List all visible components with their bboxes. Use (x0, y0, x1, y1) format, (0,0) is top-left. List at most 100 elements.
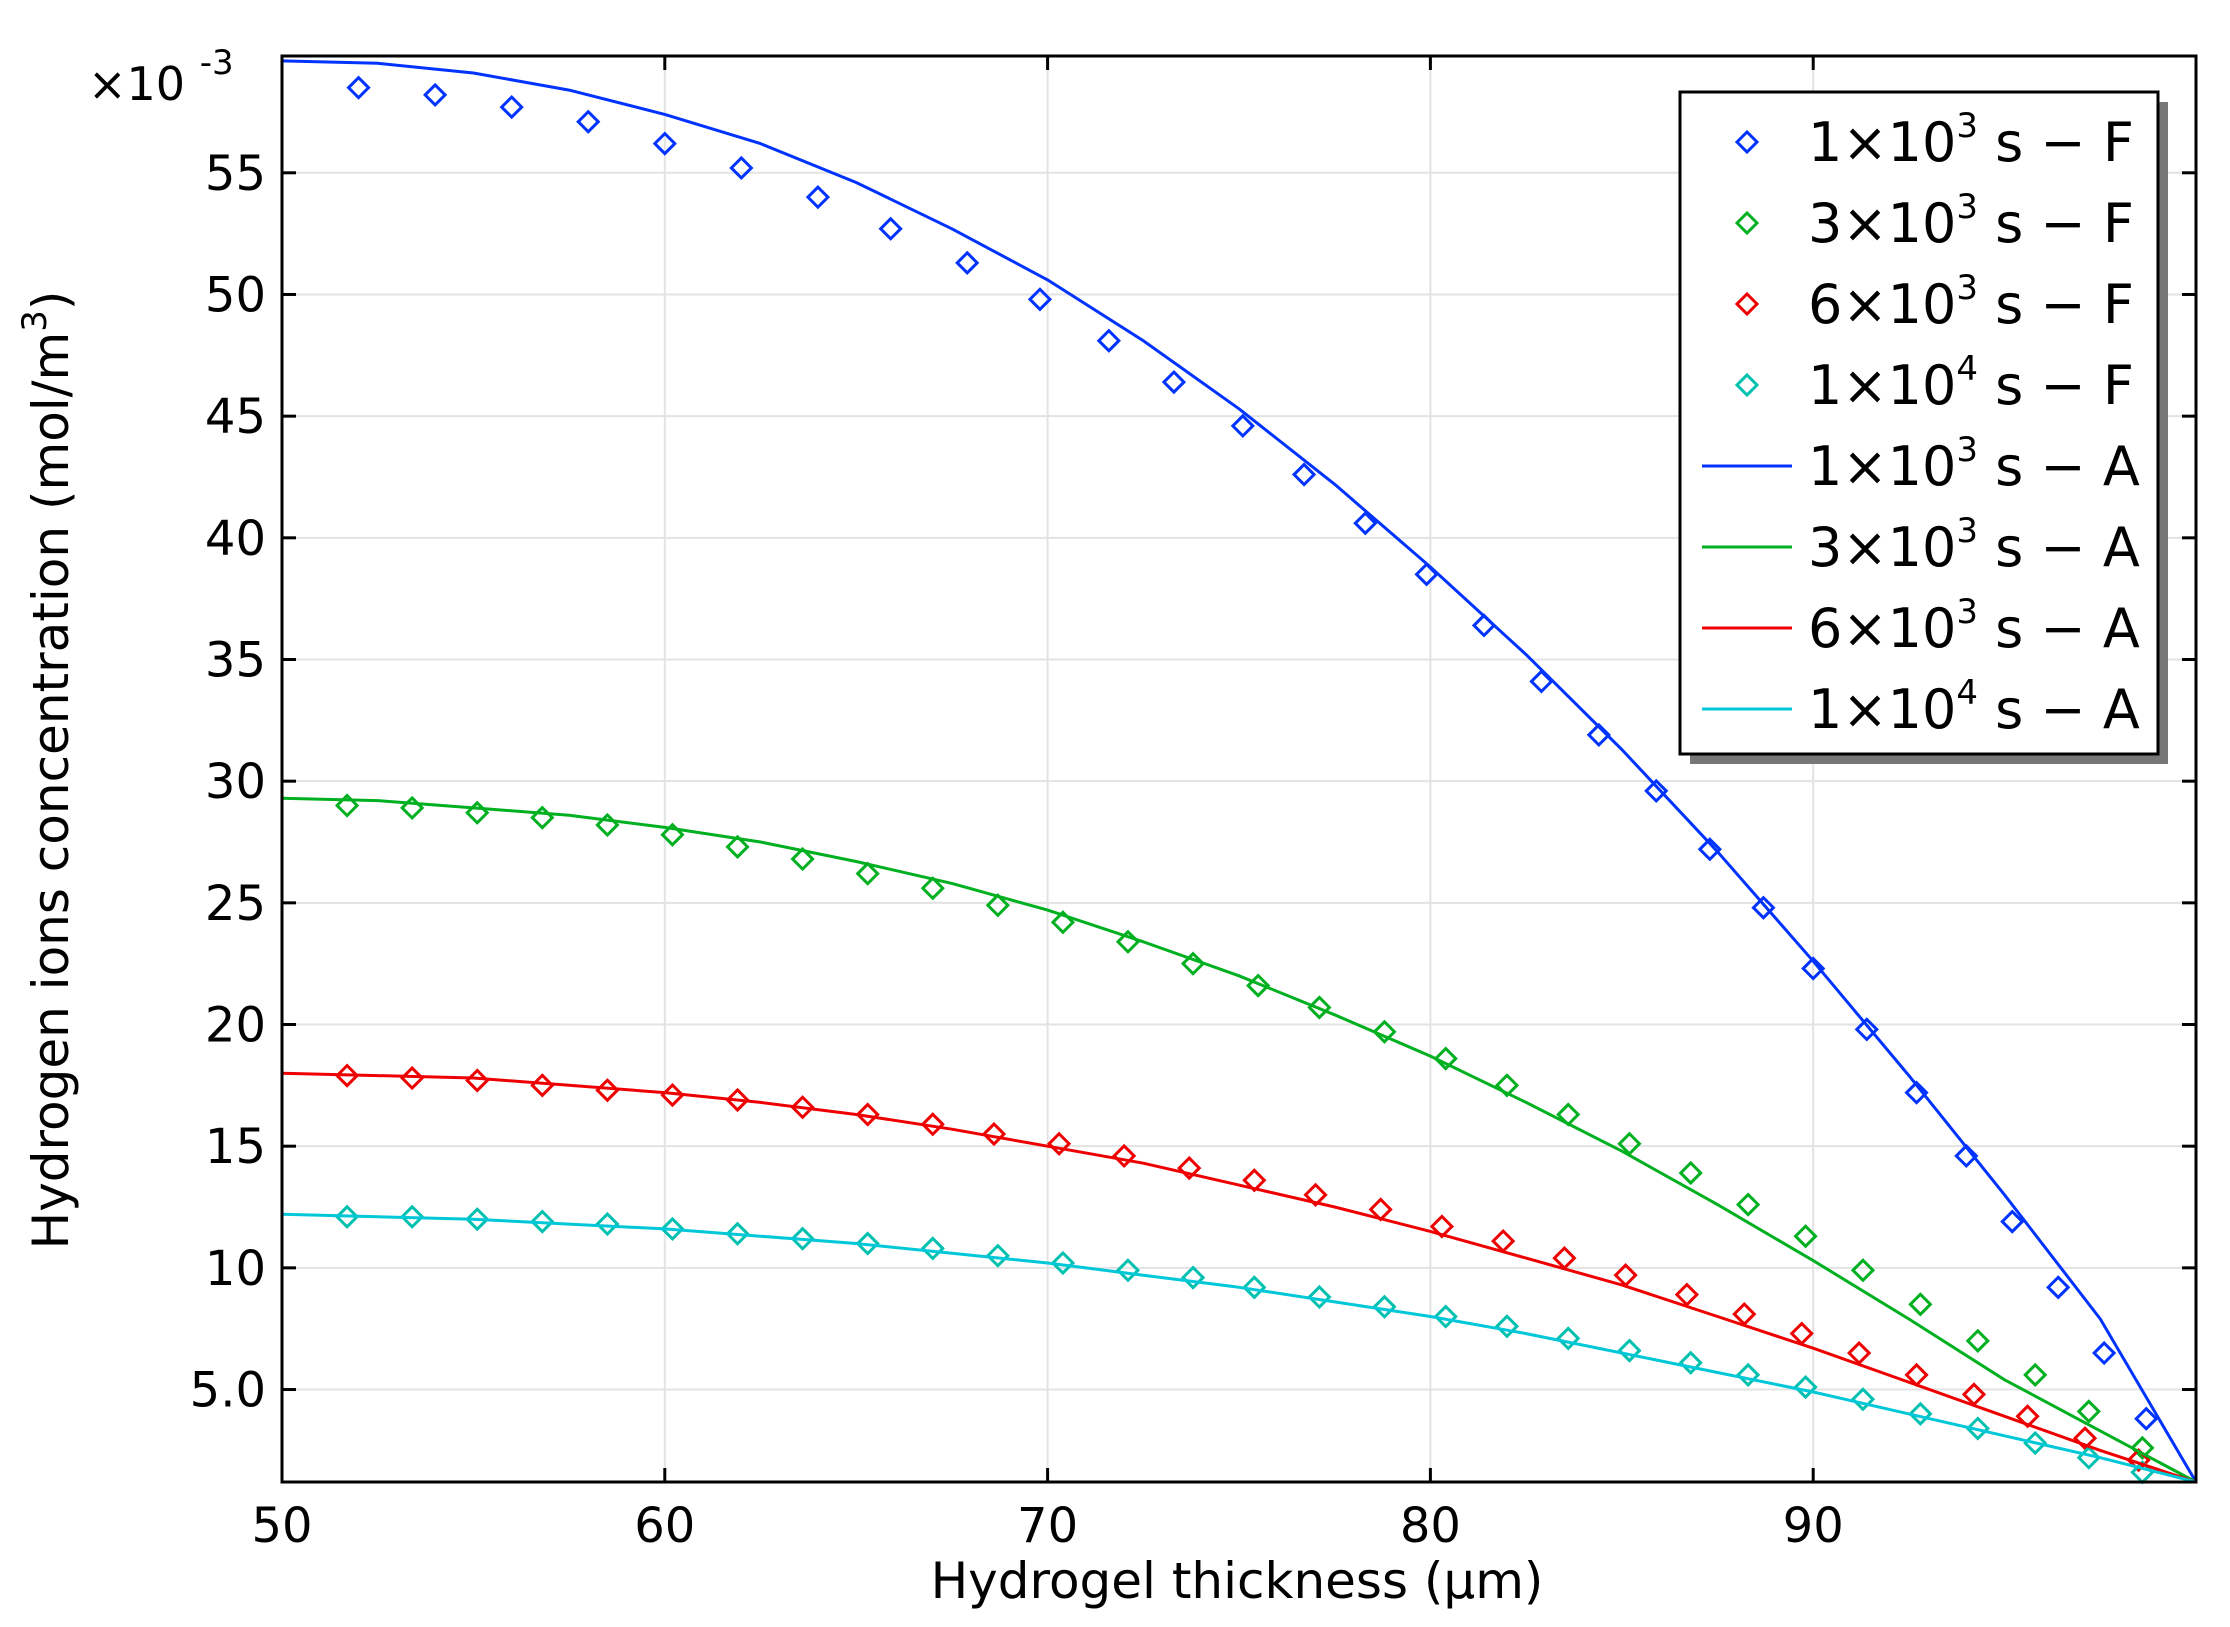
data-point-marker (1529, 669, 1554, 694)
data-point-marker (400, 1204, 425, 1229)
y-tick-label: 45 (205, 389, 266, 445)
tick-layer: 50 60 70 80 90 5.0 10 15 20 25 30 35 40 45 50 55 (190, 56, 2196, 1554)
legend-marker-swatch (1734, 129, 1760, 155)
y-tick-label: 40 (205, 511, 266, 567)
data-point-marker (985, 893, 1010, 918)
legend-label: 3×103 s − F (1808, 187, 2134, 255)
legend-entry: 3×103 s − F (1734, 187, 2134, 255)
data-point-marker (725, 1221, 750, 1246)
series-2 (334, 1063, 2151, 1473)
legend-entry: 6×103 s − A (1702, 592, 2140, 660)
data-point-marker (855, 1231, 880, 1256)
series-1 (334, 793, 2155, 1461)
legend-entry: 1×103 s − A (1702, 430, 2140, 498)
data-point-marker (790, 1095, 815, 1120)
x-tick-label: 80 (1400, 1498, 1461, 1554)
y-tick-label: 50 (205, 267, 266, 323)
x-tick-label: 50 (251, 1498, 312, 1554)
data-point-marker (1046, 1131, 1072, 1156)
data-point-marker (725, 834, 750, 859)
data-point-marker (985, 1243, 1010, 1268)
data-point-marker (855, 861, 880, 886)
data-point-marker (1096, 328, 1121, 353)
series-5 (281, 796, 2197, 1484)
data-point-marker (1678, 1350, 1703, 1375)
legend: 1×103 s − F 3×103 s − F 6×103 s − F 1×104 s… (1678, 90, 2168, 764)
data-point-marker (2046, 1275, 2071, 1300)
data-point-marker (499, 94, 524, 120)
series-6 (281, 1071, 2197, 1484)
data-point-marker (1291, 462, 1317, 487)
legend-marker-swatch (1734, 210, 1760, 236)
y-tick-label: 10 (205, 1241, 266, 1297)
plot-frame (280, 54, 2198, 1484)
data-point-marker (1793, 1374, 1818, 1400)
data-point-marker (1307, 995, 1332, 1020)
data-point-marker (1471, 613, 1497, 638)
y-axis-label: Hydrogen ions concentration (mol/m3) (15, 291, 80, 1250)
legend-label: 1×104 s − F (1808, 349, 2134, 417)
data-point-marker (334, 1063, 360, 1088)
data-point-marker (1954, 1143, 1979, 1169)
data-point-marker (1307, 1284, 1332, 1310)
data-point-marker (1850, 1387, 1876, 1412)
data-point-marker (1850, 1258, 1876, 1283)
data-point-marker (790, 846, 815, 872)
data-point-marker (2072, 1426, 2098, 1451)
data-point-marker (1372, 1294, 1397, 1319)
y-tick-label: 20 (205, 998, 266, 1054)
data-point-marker (805, 185, 831, 210)
series-line (281, 59, 2198, 1483)
data-point-marker (465, 1068, 490, 1093)
data-point-marker (1372, 1019, 1397, 1044)
data-point-marker (1242, 1168, 1267, 1193)
data-point-marker (920, 876, 945, 901)
data-point-marker (1494, 1073, 1520, 1098)
data-point-marker (790, 1226, 815, 1251)
y-tick-label: 55 (205, 146, 266, 202)
data-point-marker (400, 795, 425, 821)
legend-box (1678, 90, 2160, 756)
data-point-marker (400, 1065, 425, 1091)
data-point-marker (920, 1112, 945, 1137)
data-point-marker (1965, 1416, 1990, 1441)
data-point-marker (1050, 910, 1076, 935)
data-point-marker (2092, 1340, 2117, 1366)
data-point-marker (1433, 1046, 1458, 1071)
y-tick-label: 5.0 (190, 1363, 266, 1419)
y-tick-label: 35 (205, 632, 266, 688)
data-point-marker (660, 1216, 685, 1242)
x-tick-label: 60 (634, 1498, 695, 1554)
data-point-marker (2000, 1209, 2025, 1234)
data-point-marker (346, 75, 371, 100)
svg-text:×10 -3: ×10 -3 (88, 43, 234, 111)
data-point-marker (1801, 956, 1826, 981)
data-point-marker (955, 250, 980, 275)
data-point-marker (1115, 1258, 1141, 1283)
legend-label: 1×103 s − A (1808, 430, 2140, 498)
data-point-marker (1230, 413, 1255, 439)
data-point-marker (1491, 1228, 1516, 1254)
legend-label: 3×103 s − A (1808, 511, 2140, 579)
data-point-marker (1180, 1265, 1206, 1290)
data-point-marker (652, 131, 677, 156)
y-tick-label: 15 (205, 1119, 266, 1175)
data-point-marker (1735, 1192, 1761, 1217)
legend-label: 6×103 s − A (1808, 592, 2140, 660)
data-point-marker (1112, 1143, 1137, 1169)
series-line (281, 1071, 2197, 1484)
data-point-marker (530, 1209, 555, 1234)
legend-label: 1×104 s − A (1808, 673, 2140, 741)
data-point-marker (2126, 1447, 2151, 1473)
y-tick-label: 25 (205, 876, 266, 932)
data-point-marker (422, 82, 448, 108)
data-point-marker (530, 805, 555, 830)
data-point-marker (1678, 1160, 1703, 1186)
series-4 (281, 59, 2198, 1483)
data-point-marker (1050, 1250, 1076, 1276)
data-point-marker (1793, 1224, 1818, 1249)
data-point-marker (1161, 369, 1187, 395)
series-3 (334, 1204, 2155, 1485)
